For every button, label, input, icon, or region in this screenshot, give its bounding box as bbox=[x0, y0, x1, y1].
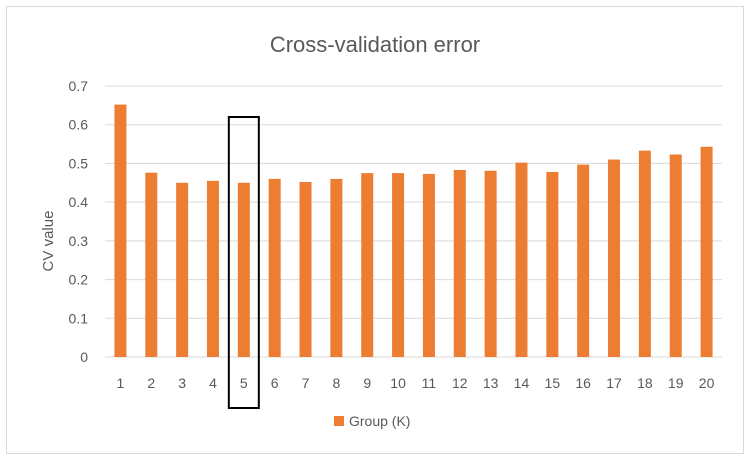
y-tick-label: 0.5 bbox=[69, 155, 89, 171]
bar bbox=[484, 170, 497, 357]
x-tick-label: 19 bbox=[668, 375, 684, 391]
bar bbox=[546, 171, 559, 357]
x-tick-label: 3 bbox=[178, 375, 186, 391]
x-tick-label: 6 bbox=[271, 375, 279, 391]
chart-title: Cross-validation error bbox=[270, 32, 480, 57]
bar bbox=[453, 170, 466, 357]
bar bbox=[299, 182, 312, 357]
y-tick-label: 0.4 bbox=[69, 194, 89, 210]
x-tick-label: 15 bbox=[545, 375, 561, 391]
bar bbox=[392, 173, 405, 357]
highlight-box bbox=[227, 116, 260, 409]
y-axis-label: CV value bbox=[40, 211, 57, 272]
x-tick-label: 11 bbox=[422, 375, 437, 391]
x-tick-label: 2 bbox=[147, 375, 155, 391]
bar bbox=[176, 182, 189, 357]
bar bbox=[669, 154, 682, 357]
bar bbox=[237, 182, 250, 357]
bar bbox=[330, 178, 343, 357]
x-tick-label: 18 bbox=[637, 375, 653, 391]
legend-label: Group (K) bbox=[349, 413, 410, 429]
highlight-group bbox=[227, 116, 260, 409]
y-tick-label: 0.2 bbox=[69, 272, 89, 288]
bar bbox=[577, 164, 590, 357]
bar bbox=[638, 150, 651, 357]
x-tick-label: 7 bbox=[302, 375, 310, 391]
x-tick-label: 17 bbox=[606, 375, 622, 391]
x-tick-label: 13 bbox=[483, 375, 499, 391]
bar bbox=[700, 146, 713, 357]
y-tick-label: 0.6 bbox=[69, 117, 89, 133]
x-tick-label: 9 bbox=[363, 375, 371, 391]
x-tick-labels: 1 2 3 4 5 6 7 8 9 10 11 12 13 14 15 16 17 18 19 20 bbox=[117, 375, 715, 391]
bars bbox=[114, 104, 713, 357]
x-tick-label: 16 bbox=[575, 375, 591, 391]
bar bbox=[268, 178, 281, 357]
bar bbox=[361, 173, 374, 357]
bar bbox=[114, 104, 127, 357]
bar bbox=[206, 180, 219, 357]
x-tick-label: 5 bbox=[240, 375, 248, 391]
y-tick-label: 0 bbox=[80, 349, 88, 365]
x-tick-label: 1 bbox=[117, 375, 125, 391]
y-tick-label: 0.3 bbox=[69, 233, 89, 249]
x-tick-label: 12 bbox=[452, 375, 468, 391]
y-tick-label: 0.7 bbox=[69, 78, 89, 94]
x-tick-label: 20 bbox=[699, 375, 715, 391]
x-tick-label: 4 bbox=[209, 375, 217, 391]
legend-swatch bbox=[334, 416, 344, 426]
gridlines bbox=[105, 85, 722, 358]
x-tick-label: 14 bbox=[514, 375, 530, 391]
bar bbox=[422, 173, 435, 357]
y-tick-labels: 0 0.1 0.2 0.3 0.4 0.5 0.6 0.7 bbox=[69, 78, 89, 365]
bar bbox=[145, 172, 158, 357]
x-tick-label: 10 bbox=[390, 375, 406, 391]
bar bbox=[515, 162, 528, 357]
chart-frame bbox=[6, 6, 744, 454]
bar bbox=[608, 159, 621, 357]
x-tick-label: 8 bbox=[332, 375, 340, 391]
legend: Group (K) bbox=[334, 413, 410, 429]
y-tick-label: 0.1 bbox=[69, 310, 89, 326]
